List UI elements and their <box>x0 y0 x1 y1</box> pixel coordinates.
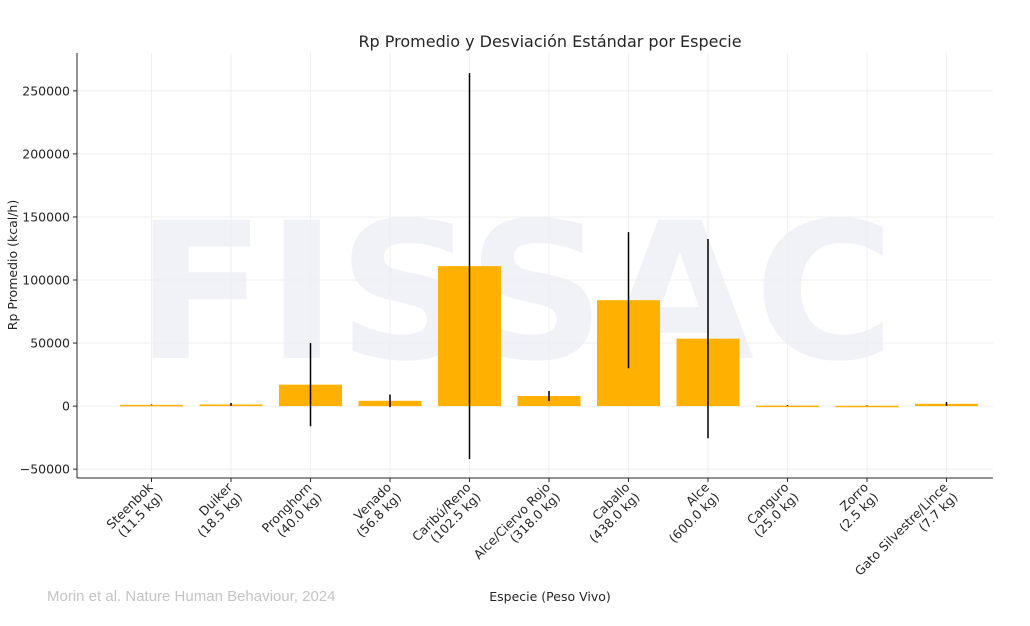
bar <box>120 404 183 407</box>
x-tick-label: Caribú/Reno(102.5 kg) <box>409 480 484 555</box>
y-tick-label: 100000 <box>22 273 70 288</box>
y-tick-label: 150000 <box>22 209 70 224</box>
x-tick-label: Alce(600.0 kg) <box>656 479 722 545</box>
y-tick-label: 0 <box>62 399 70 414</box>
y-tick-label: −50000 <box>20 462 70 477</box>
x-tick-label: Steenbok(11.5 kg) <box>103 479 166 542</box>
x-tick-label: Pronghorn(40.0 kg) <box>259 480 325 546</box>
chart-title: Rp Promedio y Desviación Estándar por Es… <box>358 32 741 51</box>
watermark: FISSAC <box>135 182 895 403</box>
y-tick-labels: −50000 0 50000 100000 150000 200000 250000 <box>20 83 70 476</box>
credit-text: Morin et al. Nature Human Behaviour, 202… <box>47 588 336 605</box>
y-tick-label: 200000 <box>22 146 70 161</box>
x-tick-label: Venado(56.8 kg) <box>343 480 404 541</box>
y-axis-label: Rp Promedio (kcal/h) <box>5 200 20 330</box>
y-tick-label: 50000 <box>30 336 70 351</box>
x-axis-label: Especie (Peso Vivo) <box>489 589 611 604</box>
y-tick-label: 250000 <box>22 83 70 98</box>
x-tick-label: Alce/Ciervo Rojo(318.0 kg) <box>471 480 563 572</box>
axes <box>73 53 993 482</box>
x-tick-label: Duiker(18.5 kg) <box>184 479 245 540</box>
x-tick-label: Canguro(25.0 kg) <box>741 480 802 541</box>
x-tick-label: Caballo(438.0 kg) <box>576 480 642 546</box>
x-tick-labels: Steenbok(11.5 kg) Duiker(18.5 kg) Pronghor… <box>103 479 960 579</box>
bar <box>756 405 819 408</box>
x-tick-label: Zorro(2.5 kg) <box>826 480 881 535</box>
error-bars <box>150 73 948 460</box>
bar <box>835 405 899 408</box>
